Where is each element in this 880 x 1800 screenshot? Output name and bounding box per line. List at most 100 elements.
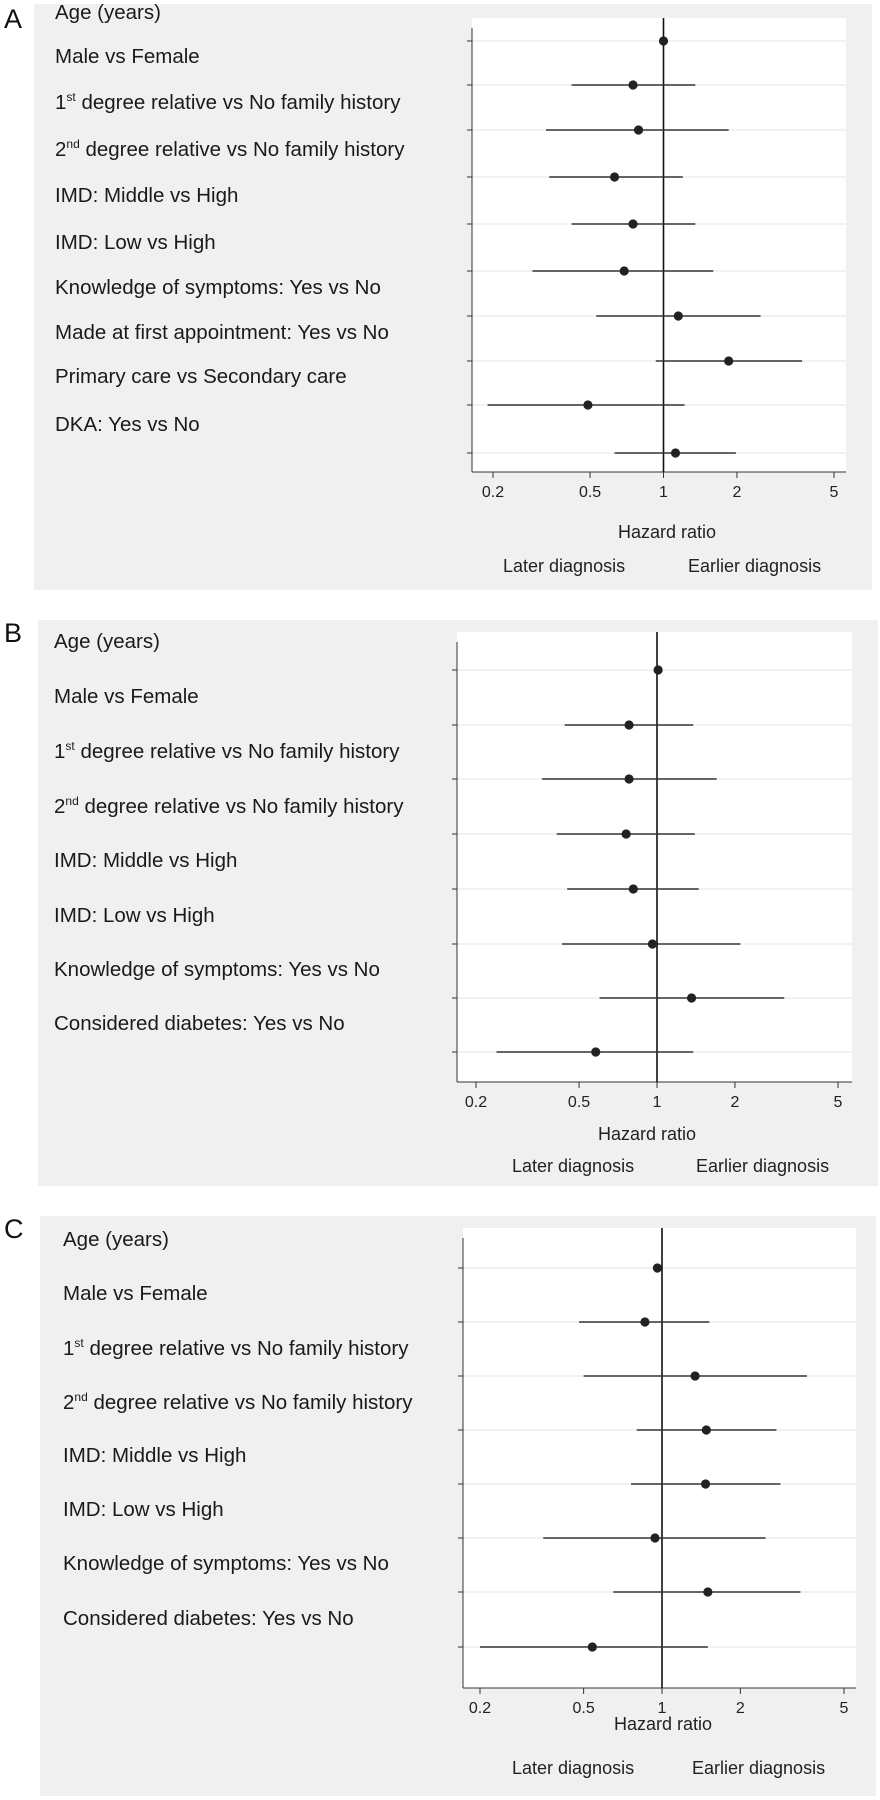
row-label-text: IMD: Low vs High bbox=[63, 1498, 224, 1521]
row-label-text: IMD: Low vs High bbox=[55, 231, 216, 254]
row-label-3: 1st degree relative vs No family history bbox=[54, 739, 399, 764]
row-label-3: 1st degree relative vs No family history bbox=[55, 90, 400, 115]
row-label-text: Male vs Female bbox=[63, 1282, 208, 1305]
row-label-7: Knowledge of symptoms: Yes vs No bbox=[63, 1552, 389, 1576]
x-tick-label-3: 1 bbox=[658, 1700, 667, 1717]
row-label-2: Male vs Female bbox=[54, 685, 199, 709]
row-label-4: 2nd degree relative vs No family history bbox=[55, 137, 404, 162]
x-tick-label-1: 0.2 bbox=[482, 484, 504, 501]
direction-later-a: Later diagnosis bbox=[503, 556, 626, 576]
x-tick-label-1: 0.2 bbox=[469, 1700, 491, 1717]
row-label-5: IMD: Middle vs High bbox=[54, 849, 237, 873]
point-estimate-2 bbox=[640, 1317, 650, 1327]
row-label-8: Considered diabetes: Yes vs No bbox=[63, 1607, 354, 1631]
point-estimate-4 bbox=[621, 829, 631, 839]
plot-area bbox=[463, 1228, 856, 1688]
point-estimate-5 bbox=[700, 1479, 711, 1489]
x-tick-label-3: 1 bbox=[659, 484, 668, 501]
plot-area bbox=[472, 18, 846, 472]
row-label-superscript: nd bbox=[66, 137, 80, 151]
x-tick-label-2: 0.5 bbox=[572, 1700, 594, 1717]
row-label-7: Knowledge of symptoms: Yes vs No bbox=[54, 958, 380, 982]
row-label-superscript: st bbox=[65, 739, 75, 753]
x-tick-label-3: 1 bbox=[653, 1094, 662, 1111]
point-estimate-6 bbox=[650, 1533, 660, 1543]
panel-letter-a: A bbox=[4, 4, 23, 34]
panel-letter-b: B bbox=[4, 618, 23, 648]
row-label-5: IMD: Middle vs High bbox=[63, 1444, 246, 1468]
point-estimate-1 bbox=[658, 36, 669, 46]
row-label-text-rest: degree relative vs No family history bbox=[83, 1336, 409, 1360]
x-axis-title-b: Hazard ratio bbox=[598, 1124, 697, 1144]
x-tick-label-5: 5 bbox=[834, 1094, 843, 1111]
row-label-text: Considered diabetes: Yes vs No bbox=[63, 1607, 354, 1630]
row-label-text: Knowledge of symptoms: Yes vs No bbox=[54, 958, 380, 981]
row-label-text: 1 bbox=[55, 90, 67, 114]
x-tick-label-4: 2 bbox=[736, 1700, 745, 1717]
row-label-text: Male vs Female bbox=[55, 45, 200, 68]
point-estimate-9 bbox=[583, 400, 593, 410]
x-tick-label-4: 2 bbox=[732, 484, 741, 501]
plot-area bbox=[457, 632, 852, 1082]
point-estimate-7 bbox=[673, 311, 683, 321]
point-estimate-8 bbox=[591, 1047, 601, 1057]
row-label-2: Male vs Female bbox=[55, 45, 200, 69]
point-estimate-2 bbox=[624, 720, 634, 730]
row-label-text: Knowledge of symptoms: Yes vs No bbox=[55, 276, 381, 299]
panel-letter-c: C bbox=[4, 1214, 24, 1244]
row-label-text: Age (years) bbox=[55, 1, 161, 24]
row-label-3: 1st degree relative vs No family history bbox=[63, 1336, 408, 1361]
x-tick-label-4: 2 bbox=[730, 1094, 739, 1111]
x-tick-label-5: 5 bbox=[830, 484, 839, 501]
row-label-5: IMD: Middle vs High bbox=[55, 184, 238, 208]
point-estimate-3 bbox=[633, 125, 644, 135]
point-estimate-8 bbox=[724, 356, 734, 366]
row-label-text: Age (years) bbox=[54, 630, 160, 653]
row-label-text: 2 bbox=[54, 794, 66, 818]
x-tick-label-2: 0.5 bbox=[579, 484, 601, 501]
row-label-6: IMD: Low vs High bbox=[54, 904, 215, 928]
row-label-6: IMD: Low vs High bbox=[55, 231, 216, 255]
row-label-text: IMD: Middle vs High bbox=[54, 849, 238, 872]
direction-later-c: Later diagnosis bbox=[512, 1758, 635, 1778]
row-label-text: 1 bbox=[63, 1336, 75, 1360]
point-estimate-1 bbox=[652, 1263, 662, 1273]
point-estimate-3 bbox=[690, 1371, 700, 1381]
row-label-1: Age (years) bbox=[63, 1228, 169, 1252]
row-label-1: Age (years) bbox=[54, 630, 160, 654]
row-label-text: 1 bbox=[54, 739, 66, 763]
row-label-text: DKA: Yes vs No bbox=[55, 413, 200, 436]
row-label-7: Knowledge of symptoms: Yes vs No bbox=[55, 276, 381, 300]
row-label-4: 2nd degree relative vs No family history bbox=[54, 794, 403, 819]
row-label-text-rest: degree relative vs No family history bbox=[74, 739, 400, 763]
point-estimate-3 bbox=[624, 774, 634, 784]
row-label-text-rest: degree relative vs No family history bbox=[87, 1390, 413, 1414]
row-label-text: Knowledge of symptoms: Yes vs No bbox=[63, 1552, 389, 1575]
row-label-2: Male vs Female bbox=[63, 1282, 208, 1306]
row-label-text: Considered diabetes: Yes vs No bbox=[54, 1012, 345, 1035]
row-label-text-rest: degree relative vs No family history bbox=[78, 794, 404, 818]
point-estimate-7 bbox=[686, 993, 697, 1003]
direction-earlier-b: Earlier diagnosis bbox=[696, 1156, 830, 1176]
row-label-text: Made at first appointment: Yes vs No bbox=[55, 321, 389, 344]
row-label-8: Considered diabetes: Yes vs No bbox=[54, 1012, 345, 1036]
row-label-text: IMD: Low vs High bbox=[54, 904, 215, 927]
row-label-text: 2 bbox=[55, 137, 67, 161]
x-tick-label-1: 0.2 bbox=[465, 1094, 487, 1111]
row-label-text-rest: degree relative vs No family history bbox=[79, 137, 405, 161]
point-estimate-4 bbox=[701, 1425, 711, 1435]
row-label-1: Age (years) bbox=[55, 1, 161, 25]
point-estimate-6 bbox=[647, 939, 658, 949]
row-label-text-rest: degree relative vs No family history bbox=[75, 90, 401, 114]
x-tick-label-2: 0.5 bbox=[568, 1094, 590, 1111]
row-label-text: IMD: Middle vs High bbox=[63, 1444, 247, 1467]
point-estimate-1 bbox=[653, 665, 663, 675]
point-estimate-6 bbox=[619, 266, 629, 276]
row-label-superscript: nd bbox=[65, 794, 79, 808]
row-label-4: 2nd degree relative vs No family history bbox=[63, 1390, 412, 1415]
row-label-text: Age (years) bbox=[63, 1228, 169, 1251]
x-axis-title-c: Hazard ratio bbox=[614, 1714, 713, 1734]
